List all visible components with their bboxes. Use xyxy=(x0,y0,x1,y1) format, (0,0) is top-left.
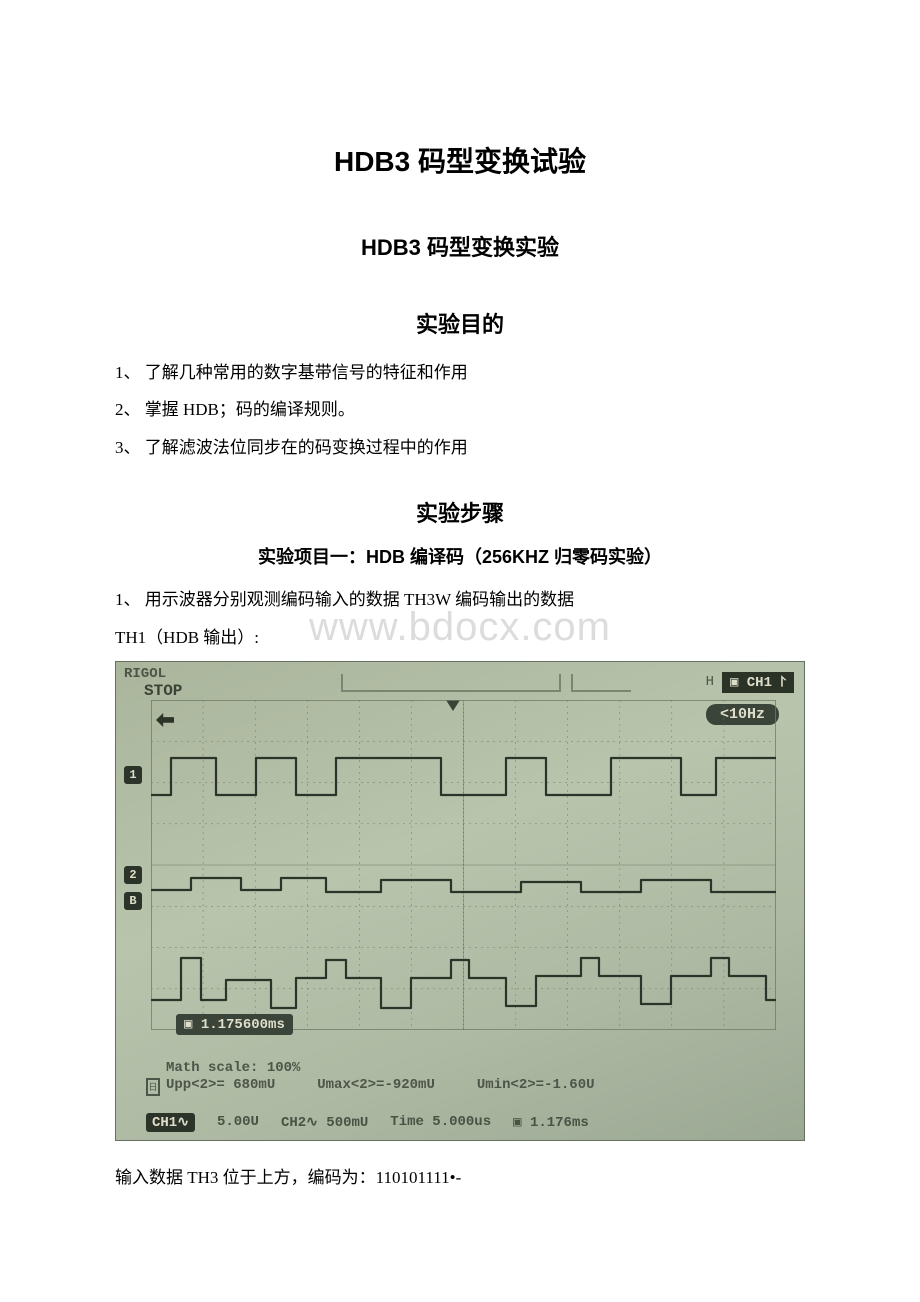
ch1-tag: CH1∿ xyxy=(146,1113,195,1132)
scope-math-readout: Math scale: 100% Upp<2>= 680mU Umax<2>=-… xyxy=(166,1060,595,1095)
scope-top-bracket-2 xyxy=(571,674,631,692)
scope-edge-icon: 日 xyxy=(146,1078,160,1096)
math-scale-label: Math scale: 100% xyxy=(166,1060,300,1076)
scope-ch1-marker: 1 xyxy=(124,766,142,784)
purpose-item-3: 3、 了解滤波法位同步在的码变换过程中的作用 xyxy=(115,429,805,466)
project-heading: 实验项目一：HDB 编译码（256KHZ 归零码实验） xyxy=(115,543,805,569)
scope-bottom-status: CH1∿ 5.00U CH2∿ 500mU Time 5.000us ▣ 1.1… xyxy=(146,1113,794,1132)
figure-caption: 输入数据 TH3 位于上方，编码为：110101111•- xyxy=(115,1163,805,1188)
oscilloscope-screenshot: RIGOL STOP H ▣ CH1 ⨡ <10Hz 1 2 B ▣ 1.175… xyxy=(115,661,805,1141)
scope-waveform-display xyxy=(151,700,776,1030)
scope-brand: RIGOL xyxy=(124,666,166,682)
umin-label: Umin<2>=-1.60U xyxy=(477,1077,595,1093)
section-purpose-heading: 实验目的 xyxy=(115,307,805,339)
scope-top-bracket xyxy=(341,674,561,692)
sub-title: HDB3 码型变换实验 xyxy=(115,230,805,262)
scope-top-h: H xyxy=(706,674,714,690)
section-steps-heading: 实验步骤 xyxy=(115,496,805,528)
umax-label: Umax<2>=-920mU xyxy=(317,1077,435,1093)
purpose-item-1: 1、 了解几种常用的数字基带信号的特征和作用 xyxy=(115,354,805,391)
upp-label: Upp<2>= 680mU xyxy=(166,1077,275,1093)
scope-b-marker: B xyxy=(124,892,142,910)
scope-channel-badge: ▣ CH1 ⨡ xyxy=(722,672,794,693)
step-1: 1、 用示波器分别观测编码输入的数据 TH3W 编码输出的数据 xyxy=(115,581,805,618)
time-scale: Time 5.000us xyxy=(390,1114,491,1130)
purpose-item-2: 2、 掌握 HDB；码的编译规则。 xyxy=(115,391,805,428)
main-title: HDB3 码型变换试验 xyxy=(115,140,805,180)
ch1-scale: 5.00U xyxy=(217,1114,259,1130)
scope-time-cursor: ▣ 1.175600ms xyxy=(176,1014,293,1035)
scope-ch2-marker: 2 xyxy=(124,866,142,884)
time-offset: ▣ 1.176ms xyxy=(513,1114,589,1131)
scope-status: STOP xyxy=(144,682,182,700)
ch2-scale: CH2∿ 500mU xyxy=(281,1114,368,1131)
th1-label: TH1（HDB 输出）: xyxy=(115,619,805,656)
